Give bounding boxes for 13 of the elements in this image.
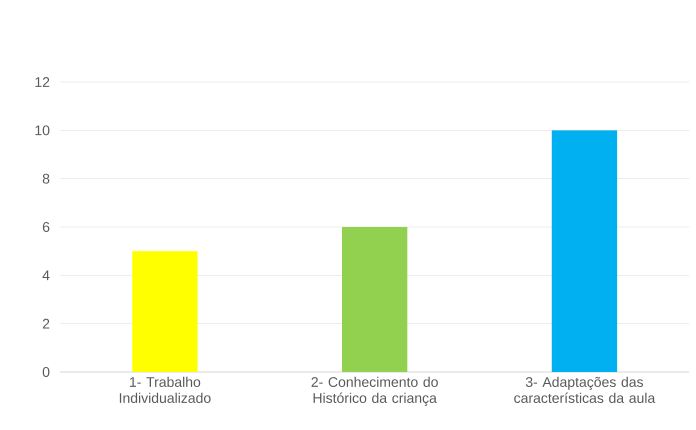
y-tick-label: 6 xyxy=(42,222,50,232)
y-tick-label: 4 xyxy=(42,270,50,280)
y-tick-label: 2 xyxy=(42,318,50,329)
bar xyxy=(342,227,408,372)
y-tick-label: 8 xyxy=(42,174,50,184)
x-tick-label: 2- Conhecimento do Histórico da criança xyxy=(312,376,438,406)
y-tick-label: 10 xyxy=(35,125,50,136)
y-tick-label: 0 xyxy=(42,367,50,377)
bar xyxy=(132,251,198,372)
bar xyxy=(552,130,618,372)
x-tick-label: 3- Adaptações das características da aula xyxy=(514,376,656,404)
x-tick-label: 1- Trabalho Individualizado xyxy=(120,376,211,404)
y-tick-label: 12 xyxy=(35,77,50,87)
